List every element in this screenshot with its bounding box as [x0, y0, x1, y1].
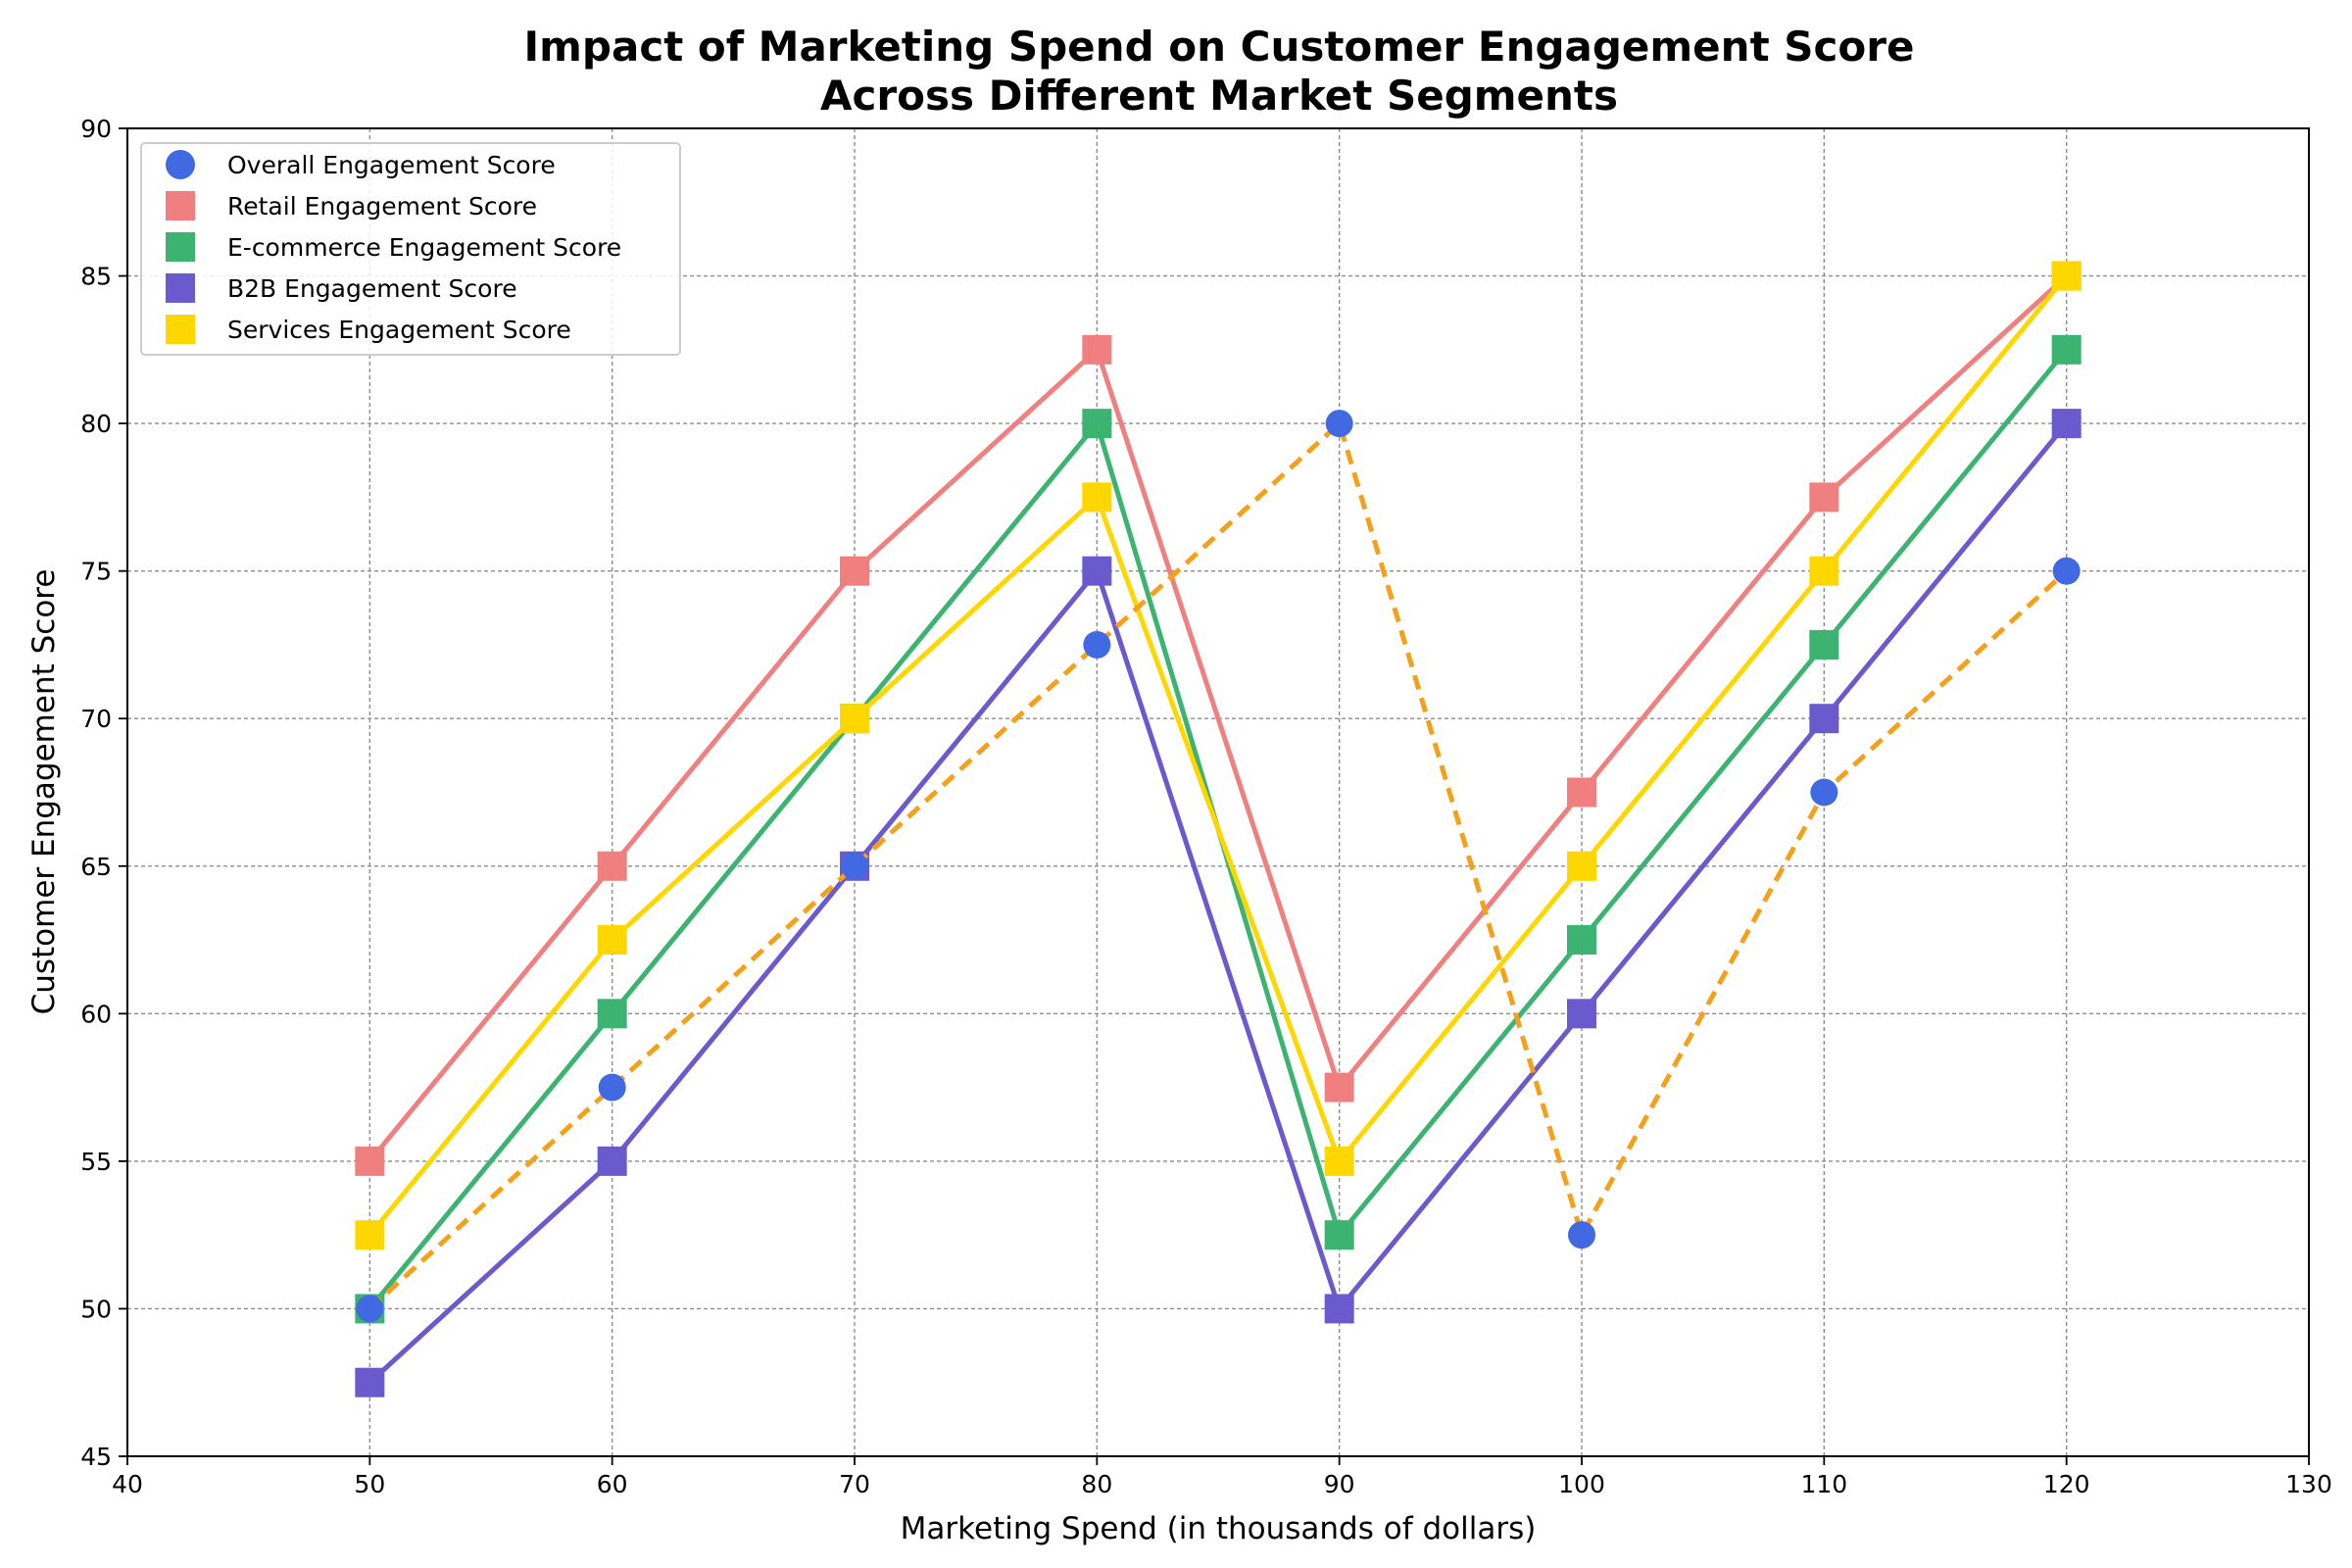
- retail-engagement-score-point: [1324, 1072, 1354, 1102]
- e-commerce-engagement-score-legend-label: E-commerce Engagement Score: [227, 233, 621, 262]
- b2b-engagement-score-legend-label: B2B Engagement Score: [227, 274, 517, 303]
- retail-engagement-score-point: [1082, 334, 1112, 365]
- axis-ticks: 40 50 60 70 80 90 100 110 120 130 45 50 55 60 65 70 75 80…: [80, 115, 2332, 1498]
- b2b-engagement-score-point: [1809, 704, 1839, 734]
- x-tick-label: 50: [354, 1470, 385, 1498]
- x-tick-label: 100: [1558, 1470, 1605, 1498]
- b2b-engagement-score-point: [597, 1146, 627, 1176]
- services-engagement-score-point: [1809, 556, 1839, 586]
- b2b-engagement-score-point: [355, 1367, 385, 1397]
- e-commerce-engagement-score-point: [1809, 629, 1839, 660]
- overall-engagement-score-legend-label: Overall Engagement Score: [227, 151, 556, 179]
- e-commerce-engagement-score-point: [1324, 1220, 1354, 1250]
- e-commerce-engagement-score-point: [597, 999, 627, 1029]
- y-tick-label: 60: [80, 1000, 112, 1028]
- x-axis-label: Marketing Spend (in thousands of dollars…: [901, 1511, 1537, 1546]
- services-engagement-score-point: [1324, 1146, 1354, 1176]
- services-engagement-score-point: [2051, 261, 2082, 291]
- e-commerce-engagement-score-point: [2051, 334, 2082, 365]
- y-tick-label: 65: [80, 853, 112, 881]
- x-tick-label: 110: [1800, 1470, 1847, 1498]
- y-tick-label: 50: [80, 1295, 112, 1323]
- plot-frame: [126, 127, 2310, 1457]
- y-tick-label: 45: [80, 1443, 112, 1471]
- legend-entries: Overall Engagement Score Retail Engagemen…: [166, 150, 621, 344]
- overall-engagement-score-point: [1325, 410, 1353, 438]
- y-tick-label: 80: [80, 410, 112, 438]
- services-engagement-score-legend-marker: [166, 315, 195, 344]
- x-tick-label: 120: [2043, 1470, 2090, 1498]
- e-commerce-engagement-score-legend-marker: [166, 232, 195, 262]
- overall-engagement-score-point: [598, 1073, 626, 1102]
- retail-engagement-score-point: [597, 851, 627, 881]
- y-tick-label: 70: [80, 705, 112, 733]
- legend-box: [140, 142, 681, 356]
- b2b-engagement-score-point: [1082, 556, 1112, 586]
- b2b-engagement-score-point: [1324, 1294, 1354, 1324]
- y-tick-label: 90: [80, 115, 112, 143]
- retail-engagement-score-point: [355, 1146, 385, 1176]
- x-tick-label: 90: [1324, 1470, 1355, 1498]
- series-layer: [355, 261, 2082, 1397]
- services-engagement-score-point: [597, 925, 627, 956]
- y-tick-label: 55: [80, 1148, 112, 1176]
- x-tick-label: 130: [2285, 1470, 2332, 1498]
- retail-engagement-score-legend-marker: [166, 191, 195, 220]
- x-tick-label: 60: [597, 1470, 628, 1498]
- y-tick-label: 85: [80, 263, 112, 291]
- x-tick-label: 80: [1081, 1470, 1112, 1498]
- overall-engagement-score-point: [1083, 630, 1111, 659]
- y-axis-label: Customer Engagement Score: [26, 569, 62, 1015]
- b2b-engagement-score-line: [367, 420, 2070, 1386]
- legend: Overall Engagement Score Retail Engagemen…: [140, 142, 681, 356]
- b2b-engagement-score-legend-marker: [166, 273, 195, 303]
- overall-engagement-score-point: [1568, 1221, 1595, 1250]
- b2b-engagement-score-point: [1567, 999, 1596, 1029]
- services-engagement-score-point: [1567, 851, 1596, 881]
- retail-engagement-score-point: [840, 556, 869, 586]
- overall-engagement-score-line: [368, 420, 2069, 1311]
- retail-engagement-score-point: [1567, 777, 1596, 808]
- services-engagement-score-point: [355, 1220, 385, 1250]
- overall-engagement-score-point: [1810, 778, 1838, 807]
- x-tick-label: 40: [112, 1470, 143, 1498]
- retail-engagement-score-line: [367, 273, 2070, 1164]
- y-tick-label: 75: [80, 558, 112, 586]
- services-engagement-score-legend-label: Services Engagement Score: [227, 316, 571, 344]
- overall-engagement-score-legend-marker: [166, 150, 195, 179]
- services-engagement-score-point: [840, 704, 869, 734]
- overall-engagement-score-point: [841, 852, 868, 880]
- x-tick-label: 70: [839, 1470, 870, 1498]
- retail-engagement-score-legend-label: Retail Engagement Score: [227, 192, 537, 220]
- overall-engagement-score-point: [2052, 557, 2081, 585]
- services-engagement-score-line: [367, 273, 2070, 1238]
- chart-title-line-2: Across Different Market Segments: [820, 72, 1618, 120]
- retail-engagement-score-point: [1809, 482, 1839, 513]
- chart-title-line-1: Impact of Marketing Spend on Customer En…: [524, 23, 1915, 71]
- b2b-engagement-score-point: [2051, 409, 2082, 439]
- overall-engagement-score-point: [356, 1295, 384, 1323]
- e-commerce-engagement-score-point: [1082, 409, 1112, 439]
- services-engagement-score-point: [1082, 482, 1112, 513]
- e-commerce-engagement-score-point: [1567, 925, 1596, 956]
